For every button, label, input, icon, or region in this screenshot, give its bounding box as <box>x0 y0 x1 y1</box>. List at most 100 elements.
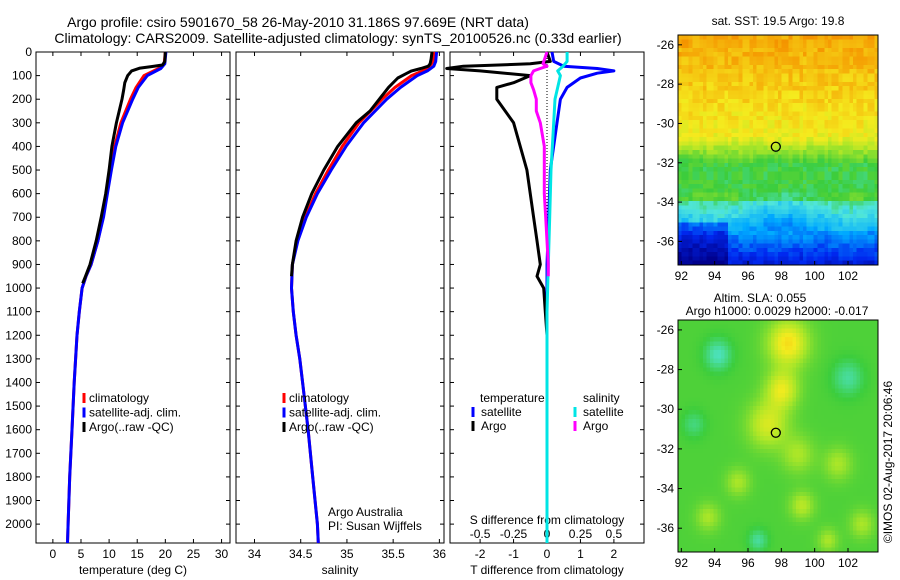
sla_map-cell <box>724 362 729 368</box>
sst_map-cell <box>735 39 740 45</box>
sst_map-cell <box>870 209 876 215</box>
sla_map-cell <box>863 393 868 398</box>
sla_map-cell <box>838 397 843 403</box>
sst_map-cell <box>835 162 840 168</box>
sst_map-cell <box>856 73 861 79</box>
sst_map-cell <box>692 35 697 40</box>
sst_map-cell <box>706 35 711 40</box>
sla_map-cell <box>763 397 768 403</box>
sst_map-cell <box>763 52 768 57</box>
sla_map-cell <box>738 337 743 343</box>
sst_map-cell <box>810 218 815 224</box>
sst_map-cell <box>713 81 718 87</box>
sst_map-cell <box>792 175 797 181</box>
sst_map-cell <box>806 179 811 185</box>
sla_map-cell <box>795 320 801 325</box>
sla_map-cell <box>695 401 701 407</box>
sst_map-cell <box>688 132 693 138</box>
sla_map-cell <box>688 337 693 343</box>
sla_map-cell <box>774 328 779 334</box>
sst_map-cell <box>678 52 683 57</box>
sla_map-cell <box>853 337 858 343</box>
sla_map-cell <box>745 337 751 343</box>
sst_map-cell <box>792 43 797 49</box>
sst_map-cell <box>788 154 793 160</box>
sst_map-cell <box>767 132 772 138</box>
sst_map-cell <box>749 196 754 202</box>
sst_map-cell <box>688 35 693 40</box>
sla_map-cell <box>738 397 743 403</box>
sst_map-cell <box>720 192 726 198</box>
sst_map-cell <box>856 141 861 147</box>
sst_map-cell <box>678 90 683 96</box>
sla_map-cell <box>778 345 783 351</box>
sst_map-cell <box>842 132 847 138</box>
sst_map-cell <box>831 179 836 185</box>
sst_map-cell <box>795 103 801 109</box>
sst_map-cell <box>870 201 876 206</box>
sst_map-cell <box>799 39 804 45</box>
sst_map-cell <box>699 132 704 138</box>
sst_map-cell <box>735 120 740 126</box>
sla_map-cell <box>842 328 847 334</box>
sst_map-cell <box>853 56 858 62</box>
sst_map-cell <box>813 132 818 138</box>
sla_map-cell <box>831 341 836 347</box>
sla_map-cell <box>749 320 754 325</box>
sla_map-cell <box>703 440 708 446</box>
sla_map-cell <box>685 405 690 411</box>
sla_map-cell <box>835 367 840 373</box>
sst_map-cell <box>813 77 818 83</box>
sst_map-cell <box>845 205 851 211</box>
sst_map-cell <box>824 115 829 121</box>
sst_map-cell <box>703 154 708 160</box>
sst_map-cell <box>678 154 683 160</box>
sla_map-cell <box>860 444 865 450</box>
sla_map-cell <box>792 380 797 386</box>
sst_map-cell <box>853 115 858 121</box>
sst_map-cell <box>820 47 826 53</box>
sst_map-cell <box>863 218 868 224</box>
sst_map-cell <box>795 260 801 266</box>
sla_map-cell <box>799 380 804 386</box>
sst_map-cell <box>785 132 790 138</box>
header-line-2: Climatology: CARS2009. Satellite-adjuste… <box>54 30 621 46</box>
sst_map-cell <box>842 81 847 87</box>
sst_map-cell <box>728 64 733 70</box>
sst_map-cell <box>788 43 793 49</box>
sla_map-cell <box>720 410 726 416</box>
sla_map-cell <box>820 371 826 377</box>
sst_map-cell <box>838 196 843 202</box>
sst_map-cell <box>770 137 776 143</box>
sla_map-cell <box>831 423 836 429</box>
sst_map-cell <box>681 171 686 177</box>
sla_map-cell <box>713 341 718 347</box>
sla_map-cell <box>781 380 786 386</box>
sst_map-cell <box>835 256 840 262</box>
sla_map-cell <box>817 440 822 446</box>
sla_map-cell <box>778 371 783 377</box>
sst_map-cell <box>724 175 729 181</box>
sst_map-cell <box>774 218 779 224</box>
sst_map-cell <box>685 103 690 109</box>
sst_map-cell <box>788 35 793 40</box>
sst_map-cell <box>795 60 801 66</box>
sla_map-cell <box>774 345 779 351</box>
sla_map-cell <box>792 367 797 373</box>
sst_map-cell <box>724 64 729 70</box>
sst_map-cell <box>853 103 858 109</box>
sla_map-cell <box>810 436 815 441</box>
sla_map-cell <box>767 401 772 407</box>
sla_map-cell <box>774 405 779 411</box>
sla_map-cell <box>753 405 758 411</box>
sst_map-cell <box>785 145 790 151</box>
sla_map-cell <box>692 444 697 450</box>
sst_map-cell <box>874 162 879 168</box>
sst_map-cell <box>870 81 876 87</box>
sla_map-cell <box>870 388 876 394</box>
sla_map-cell <box>856 410 861 416</box>
sst_map-cell <box>828 64 833 70</box>
sla_map-cell <box>735 440 740 446</box>
sla_map-cell <box>681 371 686 377</box>
sst_map-cell <box>767 47 772 53</box>
